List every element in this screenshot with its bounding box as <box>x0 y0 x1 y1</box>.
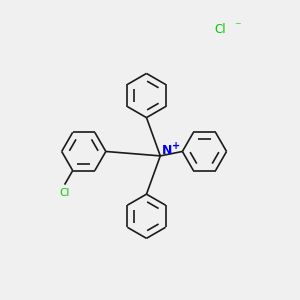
Text: Cl: Cl <box>60 188 70 198</box>
Text: +: + <box>172 142 180 152</box>
Text: N: N <box>162 144 172 157</box>
Text: Cl: Cl <box>215 23 226 36</box>
Text: ⁻: ⁻ <box>234 20 241 33</box>
